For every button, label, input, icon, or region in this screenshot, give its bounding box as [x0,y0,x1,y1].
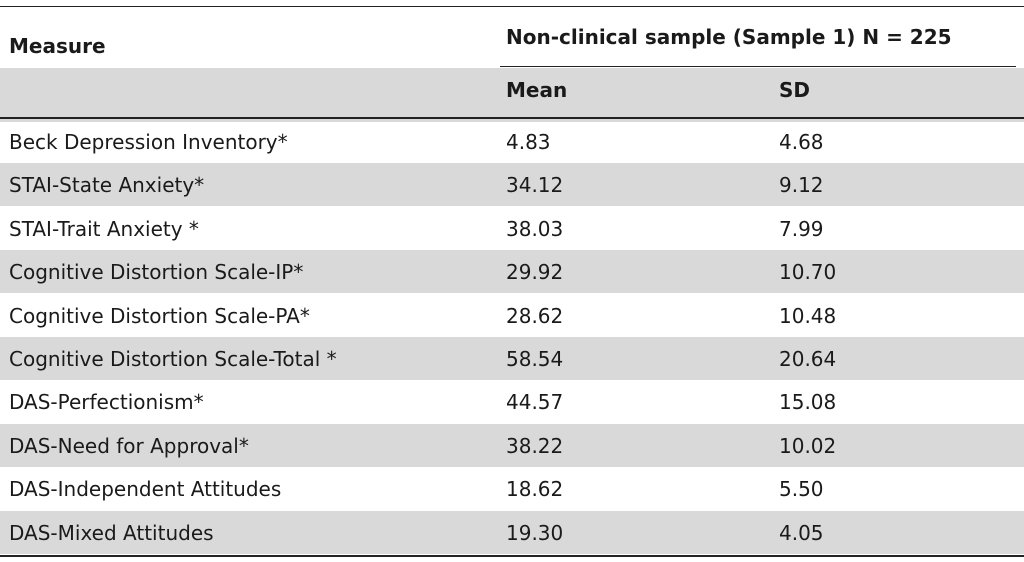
mean-cell: 58.54 [506,347,564,371]
header-sd: SD [779,78,811,102]
mean-cell: 38.22 [506,433,564,458]
table-row: DAS-Need for Approval* 38.22 10.02 [0,423,1024,467]
top-rule [0,6,1024,7]
group-underline [500,66,1016,67]
measure-cell: Beck Depression Inventory* [9,130,288,154]
sd-cell: 5.50 [779,477,824,502]
mean-cell: 29.92 [506,260,564,285]
sd-cell: 4.05 [779,520,824,545]
header-mean: Mean [506,78,568,102]
mean-cell: 18.62 [506,477,564,502]
sd-cell: 10.02 [779,433,837,458]
measure-cell: Cognitive Distortion Scale-PA* [9,303,310,328]
measure-cell: Cognitive Distortion Scale-Total * [9,347,337,371]
mean-cell: 44.57 [506,390,564,415]
table-row: Beck Depression Inventory* 4.83 4.68 [0,120,1024,163]
mean-cell: 34.12 [506,173,564,198]
sd-cell: 4.68 [779,130,824,154]
table-row: DAS-Independent Attitudes 18.62 5.50 [0,467,1024,510]
header-group: Non-clinical sample (Sample 1) N = 225 [506,25,952,49]
header-bottom-rule [0,117,1024,119]
mean-cell: 19.30 [506,520,564,545]
table-row: Cognitive Distortion Scale-PA* 28.62 10.48 [0,294,1024,337]
header-measure: Measure [9,34,106,58]
sd-cell: 10.48 [779,303,837,328]
table-row: DAS-Perfectionism* 44.57 15.08 [0,380,1024,423]
header-band [0,68,1024,122]
table-row: STAI-State Anxiety* 34.12 9.12 [0,163,1024,207]
measure-cell: STAI-State Anxiety* [9,173,205,198]
mean-cell: 38.03 [506,216,564,241]
table-row: STAI-Trait Anxiety * 38.03 7.99 [0,207,1024,250]
measure-cell: Cognitive Distortion Scale-IP* [9,260,304,285]
measure-cell: STAI-Trait Anxiety * [9,216,199,241]
sd-cell: 9.12 [779,173,824,198]
table-row: Cognitive Distortion Scale-Total * 58.54 2… [0,337,1024,380]
measure-cell: DAS-Independent Attitudes [9,477,282,502]
bottom-rule [0,555,1024,557]
mean-cell: 28.62 [506,303,564,328]
sd-cell: 15.08 [779,390,837,415]
sd-cell: 20.64 [779,347,837,371]
table-row: DAS-Mixed Attitudes 19.30 4.05 [0,510,1024,554]
sd-cell: 7.99 [779,216,824,241]
measure-cell: DAS-Perfectionism* [9,390,204,415]
sd-cell: 10.70 [779,260,837,285]
measure-cell: DAS-Mixed Attitudes [9,520,214,545]
table-row: Cognitive Distortion Scale-IP* 29.92 10.70 [0,250,1024,294]
measure-cell: DAS-Need for Approval* [9,433,249,458]
mean-cell: 4.83 [506,130,551,154]
